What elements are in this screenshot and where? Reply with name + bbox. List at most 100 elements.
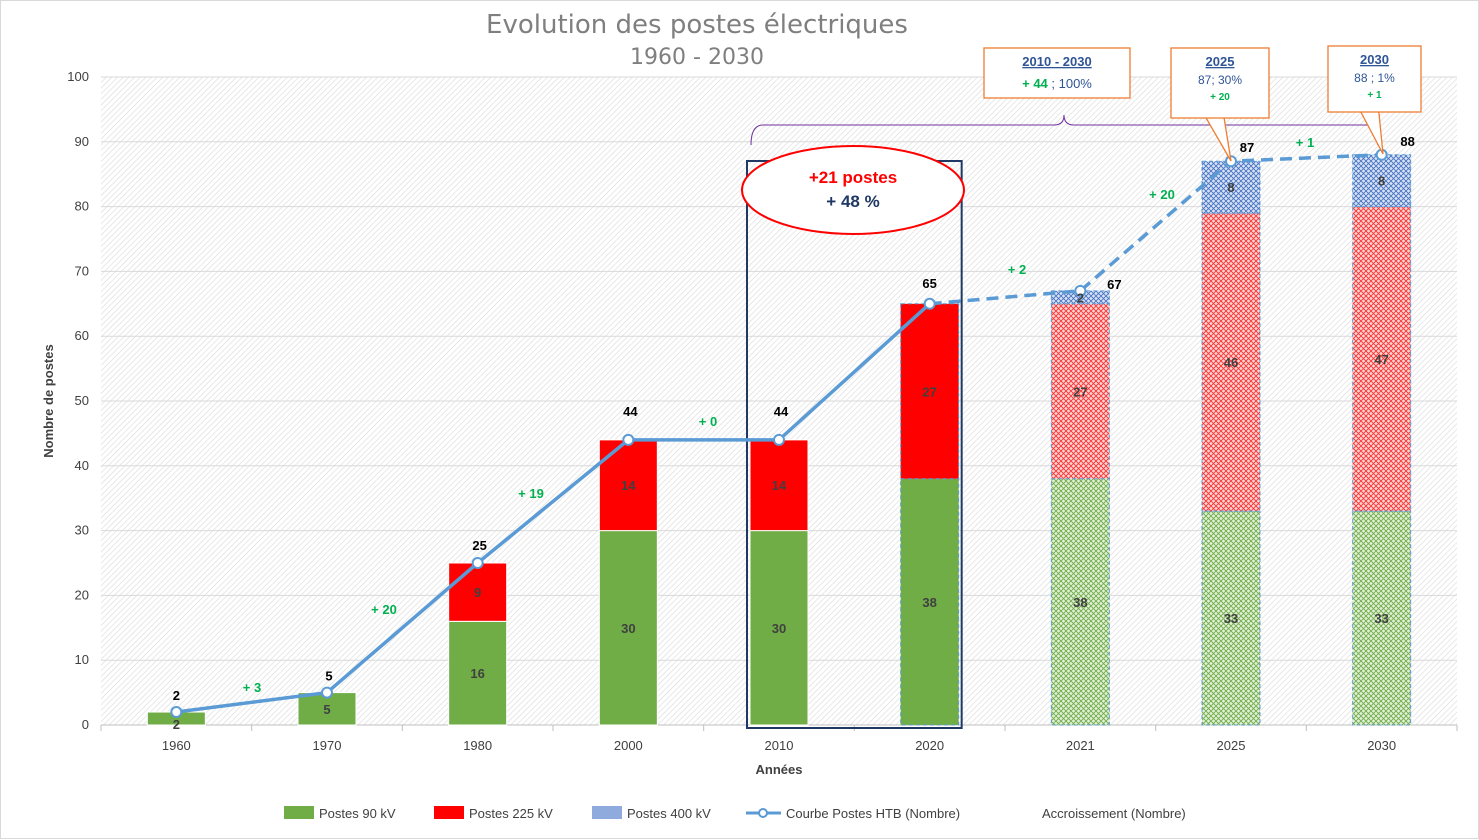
chart-title: Evolution des postes électriques bbox=[486, 10, 908, 40]
y-tick-label: 50 bbox=[75, 393, 89, 408]
legend-swatch-400kv bbox=[592, 806, 622, 819]
bar-225kv bbox=[900, 303, 960, 480]
increment-label: + 2 bbox=[1008, 262, 1026, 277]
callout-increment: + 44 bbox=[1022, 76, 1048, 91]
bar-225kv bbox=[1352, 206, 1412, 512]
legend-swatch-90kv bbox=[284, 806, 314, 819]
segment-label: 8 bbox=[1378, 174, 1385, 189]
bar-225kv bbox=[1050, 303, 1110, 480]
total-label: 25 bbox=[472, 538, 486, 553]
callout-box bbox=[1327, 45, 1422, 113]
y-axis-title: Nombre de postes bbox=[41, 344, 56, 457]
legend-label-400kv: Postes 400 kV bbox=[627, 806, 711, 821]
total-label: 67 bbox=[1107, 277, 1121, 292]
total-label: 87 bbox=[1240, 140, 1254, 155]
y-tick-label: 20 bbox=[75, 587, 89, 602]
segment-label: 38 bbox=[922, 595, 936, 610]
bar-90kv bbox=[1050, 478, 1110, 726]
y-tick-label: 100 bbox=[67, 69, 89, 84]
segment-label: 2 bbox=[1077, 290, 1084, 305]
legend-label-225kv: Postes 225 kV bbox=[469, 806, 553, 821]
callout-value: 87; 30% bbox=[1198, 73, 1242, 87]
segment-label: 5 bbox=[323, 702, 330, 717]
x-axis-title: Années bbox=[756, 762, 803, 777]
callout-value: + 44 ; 100% bbox=[1022, 76, 1092, 91]
segment-label: 30 bbox=[621, 621, 635, 636]
bar-90kv bbox=[900, 478, 960, 726]
segment-label: 16 bbox=[470, 666, 484, 681]
x-tick-label: 2025 bbox=[1217, 738, 1246, 753]
segment-label: 30 bbox=[772, 621, 786, 636]
highlight-line2: + 48 % bbox=[826, 192, 879, 211]
callout-box bbox=[983, 47, 1131, 99]
segment-label: 46 bbox=[1224, 355, 1238, 370]
segment-label: 14 bbox=[621, 478, 636, 493]
highlight-line1: +21 postes bbox=[809, 168, 897, 187]
x-tick-label: 2010 bbox=[765, 738, 794, 753]
highlight-group: +21 postes + 48 % bbox=[741, 145, 965, 729]
total-label: 44 bbox=[623, 404, 638, 419]
bar-90kv bbox=[1201, 510, 1261, 726]
y-tick-label: 80 bbox=[75, 199, 89, 214]
y-tick-label: 90 bbox=[75, 134, 89, 149]
x-tick-label: 2000 bbox=[614, 738, 643, 753]
increment-label: + 19 bbox=[518, 486, 544, 501]
callout-title: 2025 bbox=[1206, 54, 1235, 69]
callout-detail: 88 ; 1% bbox=[1354, 71, 1395, 85]
legend-label-increments: Accroissement (Nombre) bbox=[1042, 806, 1186, 821]
callout-title: 2030 bbox=[1360, 52, 1389, 67]
segment-label: 33 bbox=[1224, 611, 1238, 626]
y-axis: 0 10 20 30 40 50 60 70 80 90 100 bbox=[67, 69, 89, 732]
curve-point bbox=[622, 433, 635, 446]
segment-label: 27 bbox=[1073, 384, 1087, 399]
curve-point bbox=[170, 706, 183, 719]
callout-value: 88 ; 1% bbox=[1354, 71, 1395, 85]
legend-marker-curve bbox=[758, 808, 768, 818]
chart-subtitle: 1960 - 2030 bbox=[630, 45, 764, 70]
y-tick-label: 60 bbox=[75, 328, 89, 343]
legend-label-curve: Courbe Postes HTB (Nombre) bbox=[786, 806, 960, 821]
y-tick-label: 70 bbox=[75, 263, 89, 278]
segment-label: 9 bbox=[474, 585, 481, 600]
y-tick-label: 30 bbox=[75, 523, 89, 538]
increment-label: + 0 bbox=[699, 414, 717, 429]
curve-point bbox=[1225, 155, 1237, 168]
callouts: 2010 - 2030 + 44 ; 100% 2025 87; 30% + 20 203… bbox=[983, 45, 1422, 162]
x-tick-label: 2021 bbox=[1066, 738, 1095, 753]
legend-swatch-225kv bbox=[434, 806, 464, 819]
curve-point bbox=[923, 297, 936, 310]
y-tick-label: 0 bbox=[82, 717, 89, 732]
callout-box bbox=[1170, 47, 1270, 119]
x-tick-label: 2020 bbox=[915, 738, 944, 753]
segment-label: 38 bbox=[1073, 595, 1087, 610]
segment-label: 27 bbox=[922, 384, 936, 399]
total-label: 88 bbox=[1400, 134, 1414, 149]
y-tick-label: 40 bbox=[75, 458, 89, 473]
callout-sub: + 20 bbox=[1210, 92, 1230, 103]
x-tick-label: 1970 bbox=[313, 738, 342, 753]
curve-point bbox=[1074, 284, 1087, 297]
segment-label: 8 bbox=[1227, 180, 1234, 195]
callout-detail: 87; 30% bbox=[1198, 73, 1242, 87]
increment-label: + 20 bbox=[1149, 187, 1175, 202]
x-tick-label: 1960 bbox=[162, 738, 191, 753]
callout-pointer bbox=[1205, 117, 1232, 162]
bar-400kv bbox=[1352, 154, 1412, 208]
x-tick-label: 1980 bbox=[463, 738, 492, 753]
segment-label: 47 bbox=[1374, 352, 1388, 367]
highlight-ellipse bbox=[741, 145, 965, 235]
legend-label-90kv: Postes 90 kV bbox=[319, 806, 396, 821]
total-label: 65 bbox=[922, 276, 936, 291]
curve-solid-segment bbox=[176, 302, 931, 714]
increment-label: + 1 bbox=[1296, 135, 1314, 150]
segment-label: 33 bbox=[1374, 611, 1388, 626]
x-tick-label: 2030 bbox=[1367, 738, 1396, 753]
callout-detail: ; 100% bbox=[1048, 76, 1093, 91]
bar-90kv bbox=[749, 530, 809, 726]
bar-series bbox=[146, 154, 1412, 726]
curve-dashed-segment bbox=[929, 153, 1382, 306]
callout-sub: + 1 bbox=[1367, 90, 1382, 101]
y-tick-label: 10 bbox=[75, 652, 89, 667]
curve-series bbox=[170, 148, 1388, 719]
